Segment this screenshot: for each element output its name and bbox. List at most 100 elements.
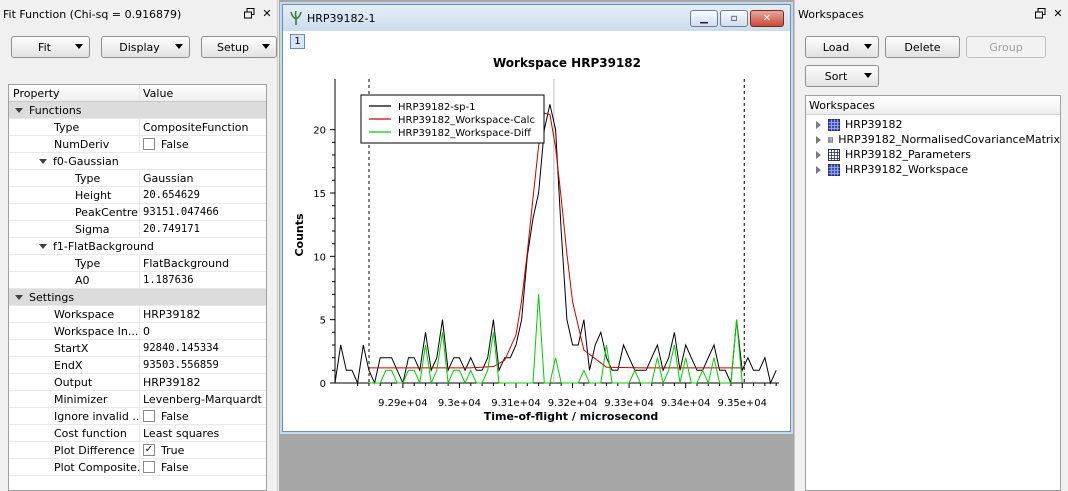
property-row[interactable]: NumDeriv False [9, 136, 266, 153]
property-value: True [161, 443, 185, 457]
property-column-header: Property [9, 85, 140, 101]
property-row[interactable]: Output HRP39182 [9, 374, 266, 391]
property-row[interactable]: Height 20.654629 [9, 187, 266, 204]
minimize-button[interactable]: ▁ [690, 10, 718, 27]
display-button-label: Display [119, 40, 160, 54]
property-row[interactable]: Ignore invalid ... False [9, 408, 266, 425]
settings-group-label: Settings [29, 290, 75, 304]
workspaces-dock-title: Workspaces ✕ [795, 0, 1068, 28]
property-row[interactable]: StartX 92840.145334 [9, 340, 266, 357]
workspace-item[interactable]: HRP39182_Workspace [806, 162, 1060, 177]
workspaces-dock: Workspaces ✕ Load Delete Group Sort Work… [794, 0, 1068, 491]
property-row[interactable]: Workspace In... 0 [9, 323, 266, 340]
property-value: Least squares [143, 426, 220, 440]
property-row[interactable]: Cost function Least squares [9, 425, 266, 442]
close-button[interactable]: ✕ [750, 10, 784, 27]
x-axis-label: Time-of-flight / microsecond [484, 410, 659, 423]
property-label: Plot Difference [9, 442, 140, 458]
fit-button[interactable]: Fit [11, 36, 90, 58]
maximize-button[interactable]: ▫ [720, 10, 748, 27]
property-value: 92840.145334 [143, 342, 219, 354]
property-label: Minimizer [9, 391, 140, 407]
load-button[interactable]: Load [805, 36, 879, 58]
legend-box [360, 94, 545, 144]
group-button[interactable]: Group [966, 36, 1046, 58]
workspace-item[interactable]: HRP39182_Parameters [806, 147, 1060, 162]
ignore-invalid-checkbox[interactable] [143, 410, 155, 422]
property-value: FlatBackground [143, 256, 230, 270]
dropdown-arrow-icon [175, 44, 183, 49]
table-workspace-icon [828, 148, 840, 161]
series-line-2 [368, 112, 743, 369]
plot-composite-checkbox[interactable] [143, 461, 155, 473]
function-row-f1[interactable]: f1-FlatBackground [9, 238, 266, 255]
dropdown-arrow-icon [262, 44, 270, 49]
legend-label: HRP39182_Workspace-Diff [398, 128, 532, 139]
functions-group-label: Functions [29, 103, 82, 117]
property-row[interactable]: A0 1.187636 [9, 272, 266, 289]
workspace-name: HRP39182 [845, 118, 903, 131]
y-tick-label: 5 [320, 316, 326, 327]
expand-arrow-icon[interactable] [816, 150, 821, 159]
table-workspace-icon [828, 136, 834, 143]
workspace-item[interactable]: HRP39182 [806, 117, 1060, 132]
delete-button[interactable]: Delete [885, 36, 960, 58]
property-label: Cost function [9, 425, 140, 441]
x-tick-label: 9.3e+04 [438, 398, 481, 409]
y-tick-label: 0 [320, 379, 326, 390]
y-tick-label: 15 [313, 189, 326, 200]
load-button-label: Load [822, 40, 850, 54]
mantid-app-icon [290, 11, 302, 25]
numderiv-checkbox[interactable] [143, 138, 155, 150]
minimize-icon: ▁ [700, 13, 708, 24]
expand-arrow-icon[interactable] [39, 158, 47, 164]
property-row[interactable]: Type FlatBackground [9, 255, 266, 272]
property-label: Workspace [9, 306, 140, 322]
expand-arrow-icon[interactable] [816, 165, 821, 174]
workspace-name: HRP39182_Workspace [845, 163, 969, 176]
display-button[interactable]: Display [101, 36, 190, 58]
property-row[interactable]: EndX 93503.556859 [9, 357, 266, 374]
property-label: Type [9, 255, 140, 271]
workspace-item[interactable]: HRP39182_NormalisedCovarianceMatrix [806, 132, 1060, 147]
legend-label: HRP39182-sp-1 [398, 102, 475, 113]
y-tick-label: 20 [313, 126, 326, 137]
chart-title: Workspace HRP39182 [493, 56, 641, 70]
property-row[interactable]: Type Gaussian [9, 170, 266, 187]
plot-window-titlebar[interactable]: HRP39182-1 ▁ ▫ ✕ [283, 5, 790, 31]
setup-button[interactable]: Setup [201, 36, 277, 58]
property-row[interactable]: Minimizer Levenberg-Marquardt [9, 391, 266, 408]
property-row[interactable]: PeakCentre 93151.047466 [9, 204, 266, 221]
property-row[interactable]: Workspace HRP39182 [9, 306, 266, 323]
property-label: Sigma [9, 221, 140, 237]
plot-window[interactable]: HRP39182-1 ▁ ▫ ✕ 1 Workspace HRP39182 0 5 1… [282, 4, 791, 432]
matrix-workspace-icon [828, 118, 840, 131]
property-row[interactable]: Plot Composite... False [9, 459, 266, 476]
sort-button[interactable]: Sort [805, 65, 879, 87]
float-dock-icon[interactable] [243, 7, 255, 19]
functions-group-row[interactable]: Functions [9, 102, 266, 119]
expand-arrow-icon[interactable] [39, 243, 47, 249]
expand-arrow-icon[interactable] [816, 135, 821, 144]
property-row[interactable]: Plot Difference ✓ True [9, 442, 266, 459]
function-row-f0[interactable]: f0-Gaussian [9, 153, 266, 170]
property-value: Gaussian [143, 171, 194, 185]
property-row[interactable]: Sigma 20.749171 [9, 221, 266, 238]
settings-group-row[interactable]: Settings [9, 289, 266, 306]
legend-label: HRP39182_Workspace-Calc [398, 115, 535, 126]
plot-difference-checkbox[interactable]: ✓ [143, 444, 155, 456]
property-row[interactable]: Type CompositeFunction [9, 119, 266, 136]
layer-number-button[interactable]: 1 [290, 34, 305, 49]
plot-canvas[interactable]: Workspace HRP39182 0 5 10 15 20 9.29e+04 9.3e+0… [283, 31, 790, 431]
workspace-name: HRP39182_Parameters [845, 148, 972, 161]
property-label: EndX [9, 357, 140, 373]
function-label: f0-Gaussian [53, 154, 119, 168]
expand-arrow-icon[interactable] [15, 107, 23, 113]
expand-arrow-icon[interactable] [816, 120, 821, 129]
expand-arrow-icon[interactable] [15, 294, 23, 300]
close-dock-icon[interactable]: ✕ [262, 6, 272, 20]
y-axis-label: Counts [293, 213, 306, 257]
close-dock-icon[interactable]: ✕ [1053, 6, 1063, 20]
maximize-icon: ▫ [730, 13, 738, 24]
float-dock-icon[interactable] [1034, 7, 1046, 19]
